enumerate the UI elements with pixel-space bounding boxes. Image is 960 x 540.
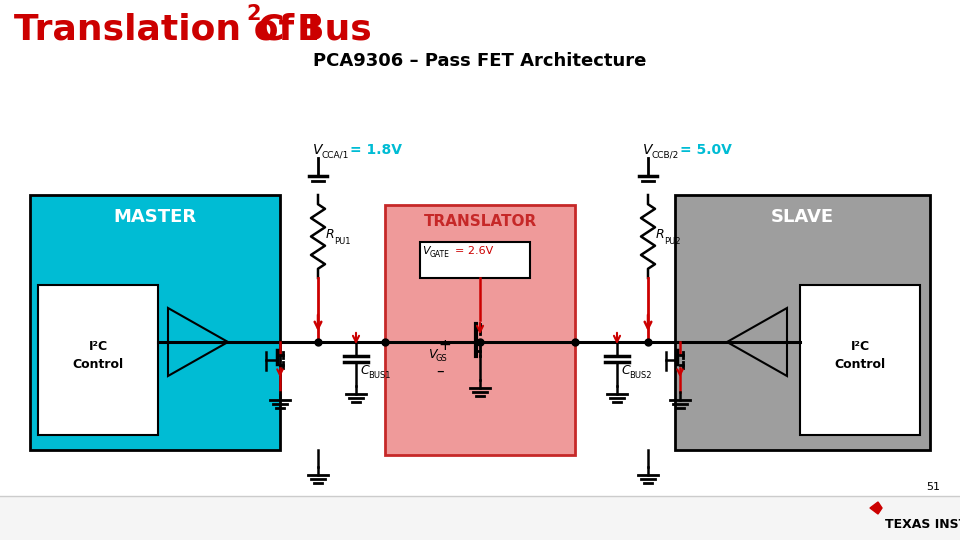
Text: R: R: [326, 228, 335, 241]
Polygon shape: [168, 308, 228, 376]
Bar: [800, 285, 920, 435]
Text: PU2: PU2: [664, 237, 681, 246]
Text: GS: GS: [436, 354, 447, 363]
Text: 51: 51: [926, 482, 940, 492]
Text: PU1: PU1: [334, 237, 350, 246]
Text: = 5.0V: = 5.0V: [680, 143, 732, 157]
Text: C: C: [360, 363, 369, 376]
Text: R: R: [656, 228, 664, 241]
Bar: [38, 285, 158, 435]
Bar: [420, 242, 530, 278]
Bar: [675, 195, 930, 450]
Text: I²C
Control: I²C Control: [834, 341, 885, 372]
Text: Translation of I: Translation of I: [14, 12, 321, 46]
Text: PCA9306 – Pass FET Architecture: PCA9306 – Pass FET Architecture: [313, 52, 647, 70]
Text: TEXAS INSTRUMENTS: TEXAS INSTRUMENTS: [885, 518, 960, 531]
Text: V: V: [422, 246, 430, 256]
Text: V: V: [428, 348, 437, 361]
Text: V: V: [313, 143, 323, 157]
Text: = 2.6V: = 2.6V: [455, 246, 493, 256]
Text: BUS2: BUS2: [629, 370, 652, 380]
Text: GATE: GATE: [430, 250, 450, 259]
Text: CCA/1: CCA/1: [321, 150, 348, 159]
Bar: [0, 496, 960, 540]
Text: = 1.8V: = 1.8V: [350, 143, 402, 157]
Text: V: V: [643, 143, 653, 157]
Text: I²C
Control: I²C Control: [72, 341, 124, 372]
Text: 2: 2: [246, 4, 260, 24]
Polygon shape: [870, 502, 882, 514]
Bar: [385, 205, 575, 455]
Text: –: –: [436, 364, 444, 379]
Text: CCB/2: CCB/2: [651, 150, 679, 159]
Text: MASTER: MASTER: [113, 208, 197, 226]
Text: SLAVE: SLAVE: [771, 208, 833, 226]
Polygon shape: [727, 308, 787, 376]
Text: +: +: [438, 338, 451, 353]
Text: BUS1: BUS1: [368, 370, 391, 380]
Text: C Bus: C Bus: [258, 12, 372, 46]
Bar: [30, 195, 280, 450]
Text: C: C: [621, 363, 630, 376]
Text: TRANSLATOR: TRANSLATOR: [423, 214, 537, 229]
